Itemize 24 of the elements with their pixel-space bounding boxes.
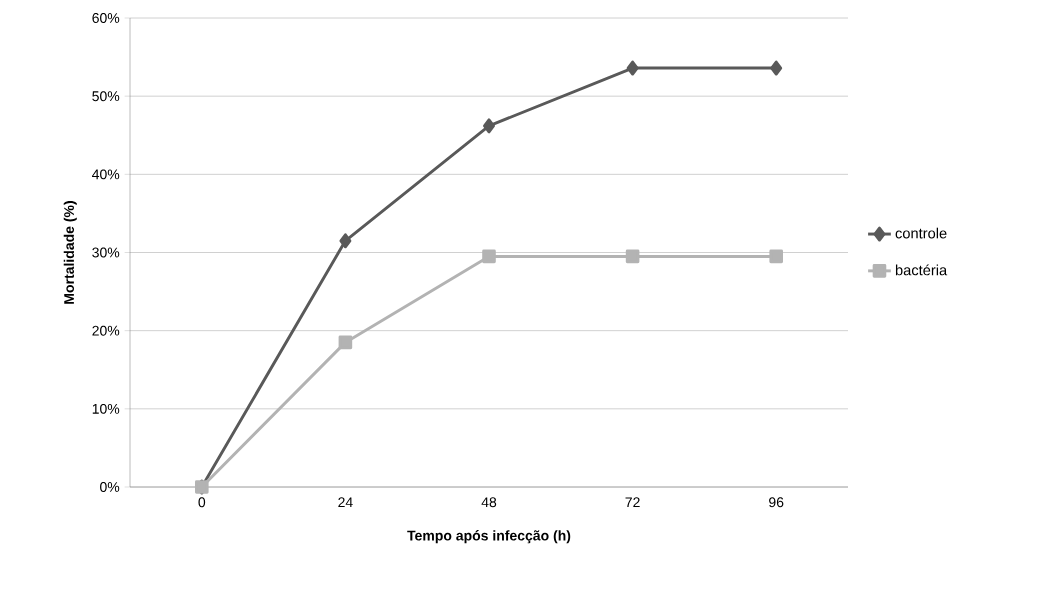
legend-label: bactéria [895,264,948,276]
point [339,233,352,249]
point [626,60,639,76]
x-tick-label: 48 [481,497,497,508]
legend-label: controle [895,227,947,239]
x-tick-label: 0 [198,497,206,508]
x-tick-label: 96 [769,497,784,508]
point [769,249,783,264]
y-tick-label: 0% [100,482,120,492]
y-axis-title: Mortalidade (%) [63,201,77,304]
x-tick-label: 24 [338,497,353,508]
point [483,118,495,134]
x-axis-title: Tempo após infecção (h) [407,530,571,544]
point [338,335,353,350]
y-tick-label: 20% [92,325,120,336]
x-tick-label: 72 [625,497,640,508]
point [770,60,783,76]
y-tick-label: 50% [92,91,120,102]
y-tick-label: 30% [92,247,120,258]
point [625,249,640,264]
y-tick-label: 10% [92,403,120,414]
y-tick-label: 40% [92,169,120,180]
y-tick-label: 60% [92,13,120,23]
point [482,249,496,264]
